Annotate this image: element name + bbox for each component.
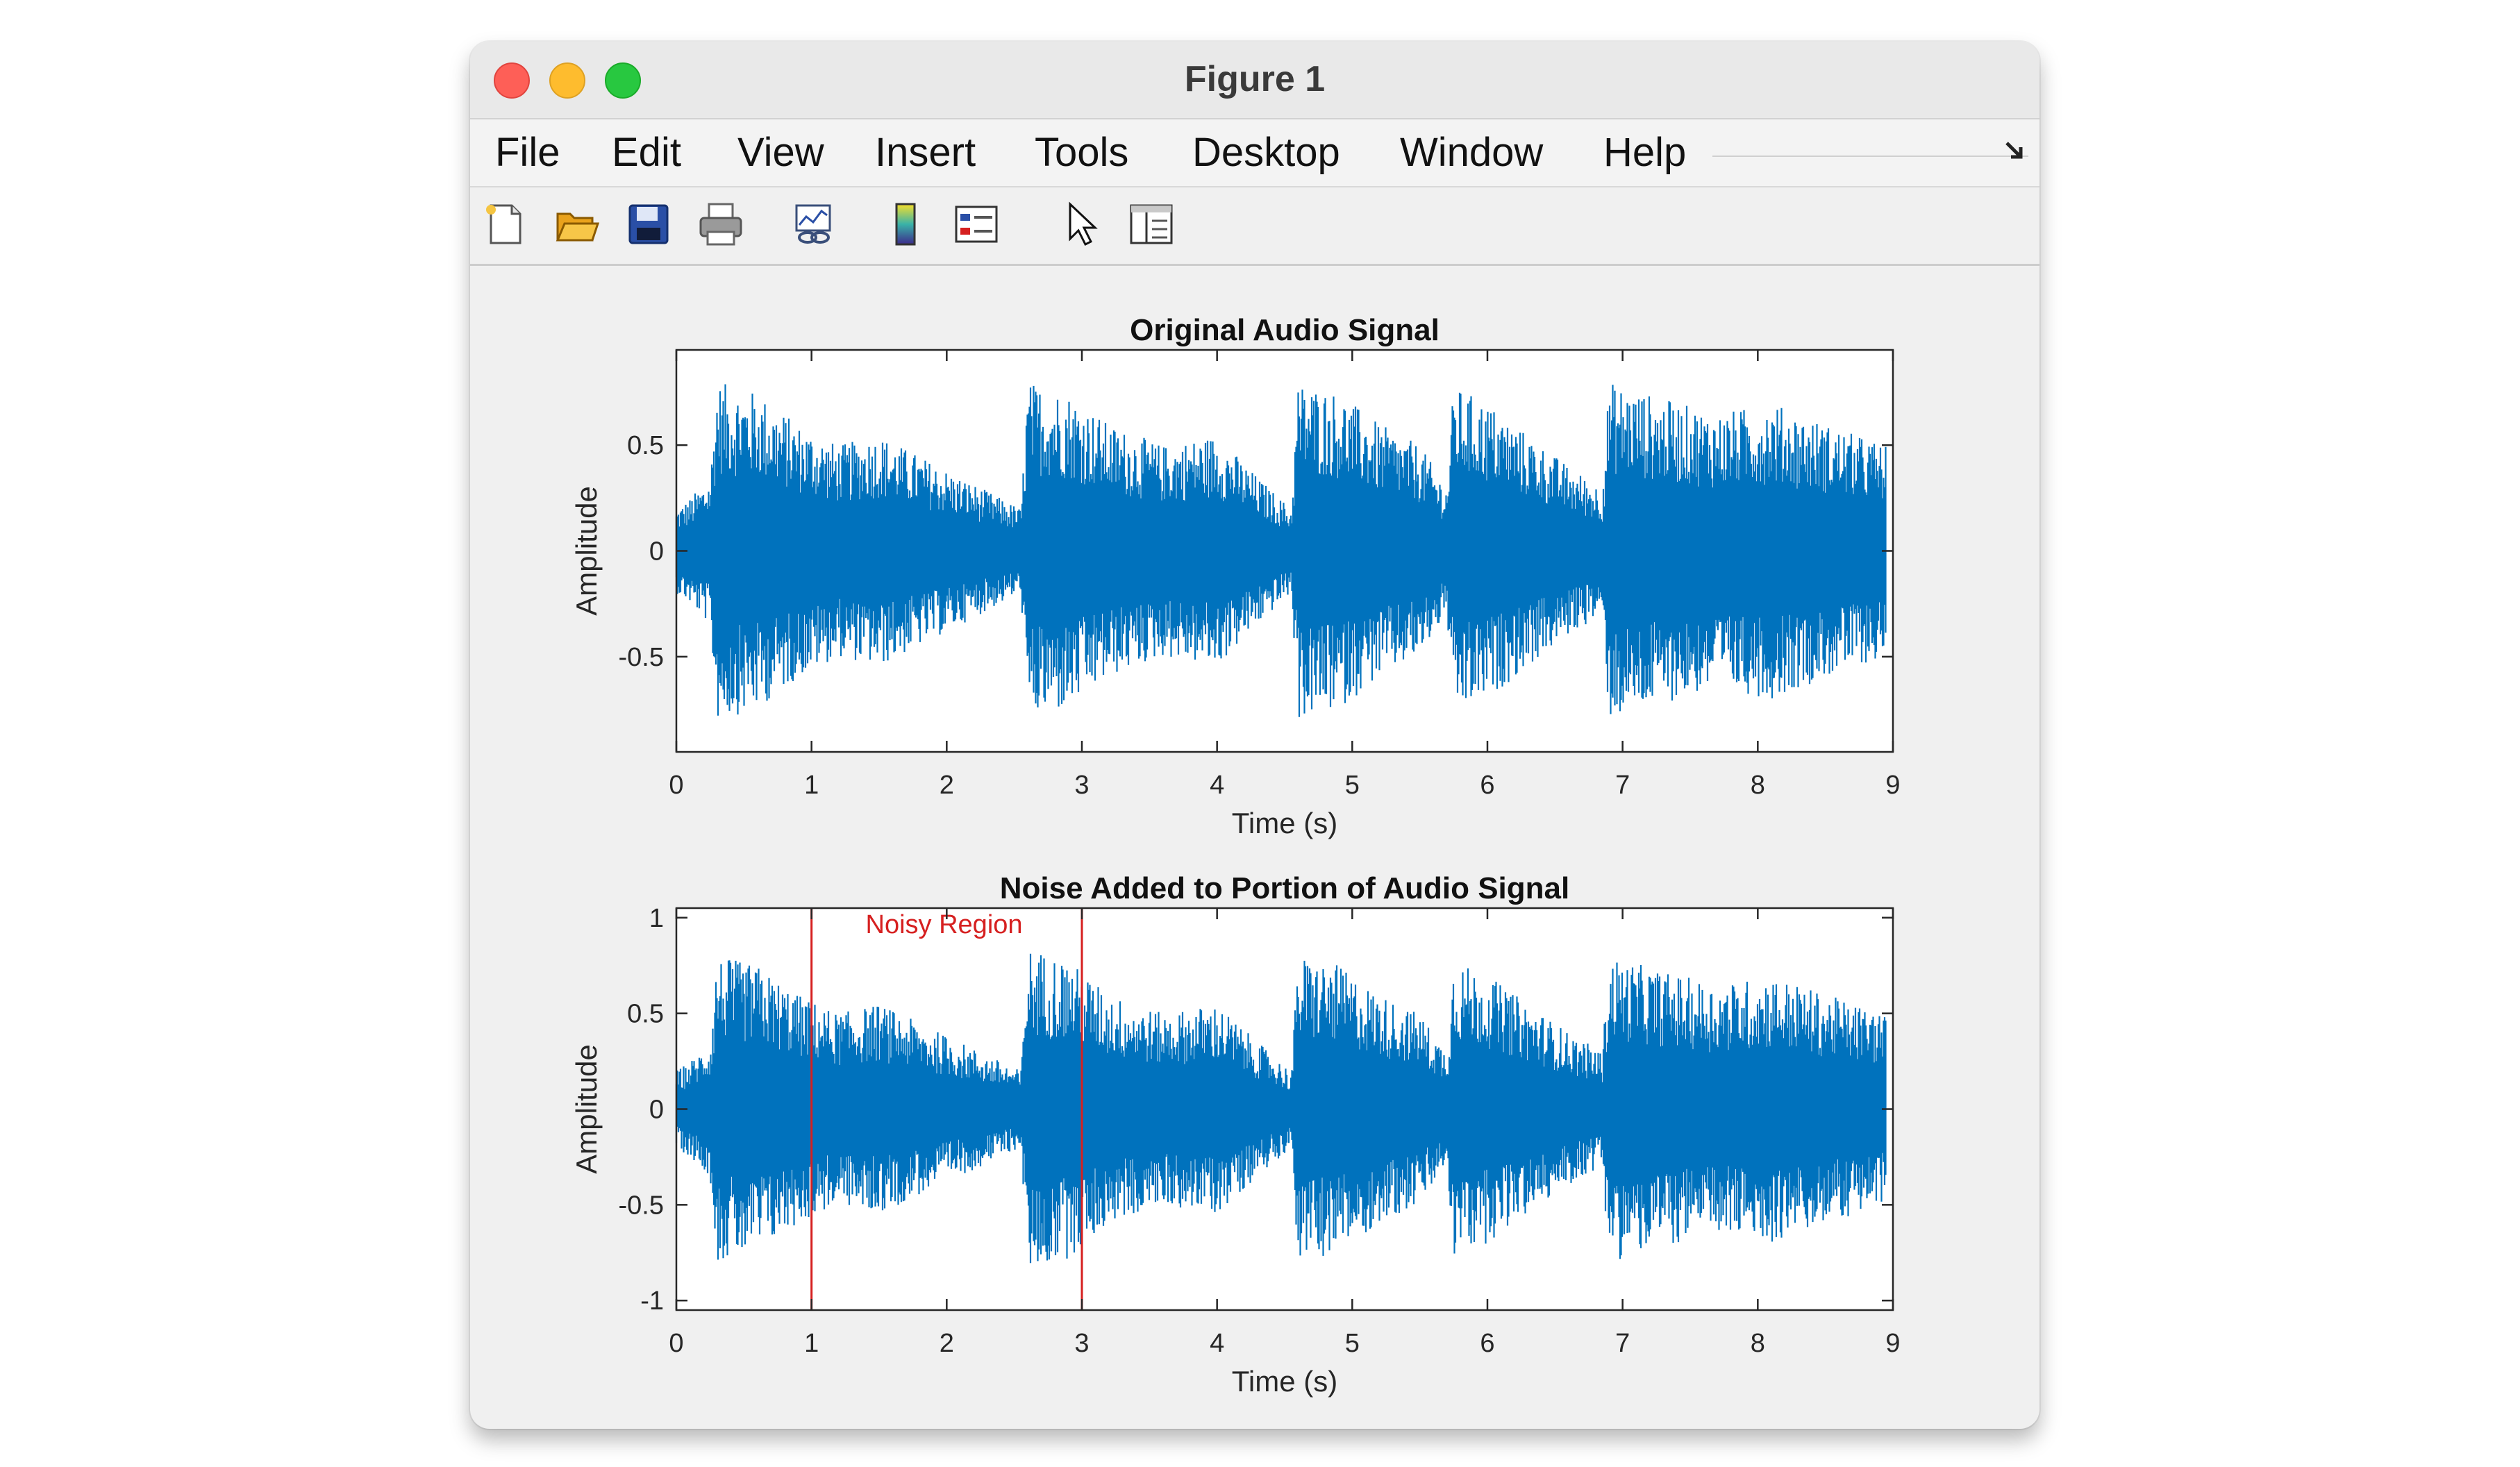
figure-window: Figure 1 File Edit View Insert Tools Des… [470,42,2039,1429]
y-tick-label: -0.5 [619,643,664,672]
x-tick-label: 5 [1345,1329,1360,1358]
x-tick-label: 1 [804,771,819,800]
y-tick-label: -0.5 [619,1191,664,1220]
link-figure-icon[interactable] [790,200,838,249]
open-folder-icon[interactable] [552,200,601,249]
x-tick-label: 0 [669,1329,683,1358]
y-tick-label: 1 [649,904,664,933]
dock-arrow-icon[interactable] [2001,137,2029,165]
close-button[interactable] [494,62,530,99]
menu-bar: File Edit View Insert Tools Desktop Wind… [470,119,2039,187]
x-axis-label: Time (s) [1232,807,1337,839]
y-tick-label: -1 [640,1286,664,1316]
save-icon[interactable] [624,200,673,249]
menu-window[interactable]: Window [1400,130,1544,175]
y-tick-label: 0 [649,1096,664,1125]
menu-tools[interactable]: Tools [1035,130,1129,175]
chart-title: Original Audio Signal [1130,313,1440,347]
y-tick-label: 0.5 [627,1000,664,1029]
x-axis-label: Time (s) [1232,1365,1337,1398]
y-axis-label: Amplitude [570,486,603,616]
x-tick-label: 0 [669,771,683,800]
x-tick-label: 8 [1751,1329,1765,1358]
x-tick-label: 3 [1074,771,1089,800]
property-inspector-icon[interactable] [1127,200,1176,249]
print-icon[interactable] [696,200,745,249]
maximize-button[interactable] [605,62,641,99]
y-axis-label: Amplitude [570,1044,603,1174]
plot-area: 0 1 2 3 4 5 6 7 8 9 -0.5 0 0.5 Original Audio Signal T… [570,313,1901,1398]
x-tick-label: 2 [940,1329,954,1358]
menu-desktop[interactable]: Desktop [1192,130,1340,175]
minimize-button[interactable] [549,62,585,99]
y-tick-label: 0.5 [627,431,664,460]
menu-view[interactable]: View [737,130,824,175]
x-tick-label: 2 [940,771,954,800]
chart-title: Noise Added to Portion of Audio Signal [1000,871,1569,905]
axes-1: 0 1 2 3 4 5 6 7 8 9 -0.5 0 0.5 Original Audio Signal T… [570,313,1901,839]
toolbar [470,187,2039,266]
x-tick-label: 7 [1615,1329,1630,1358]
title-bar: Figure 1 [470,42,2039,119]
x-tick-label: 3 [1074,1329,1089,1358]
legend-icon[interactable] [952,200,1001,249]
x-tick-label: 4 [1210,771,1224,800]
x-tick-label: 4 [1210,1329,1224,1358]
x-tick-label: 5 [1345,771,1360,800]
pointer-icon[interactable] [1056,200,1105,249]
y-tick-label: 0 [649,537,664,567]
x-tick-label: 7 [1615,771,1630,800]
x-tick-label: 9 [1885,1329,1900,1358]
menu-file[interactable]: File [495,130,560,175]
menu-separator [1712,156,2028,157]
menu-insert[interactable]: Insert [875,130,976,175]
x-tick-label: 8 [1751,771,1765,800]
x-tick-label: 6 [1480,771,1494,800]
menu-edit[interactable]: Edit [612,130,681,175]
x-tick-label: 6 [1480,1329,1494,1358]
annotation-label: Noisy Region [866,910,1023,939]
x-tick-label: 1 [804,1329,819,1358]
new-figure-icon[interactable] [481,200,530,249]
axes-2: Noisy Region 0 1 2 3 4 5 6 7 8 9 -1 -0.5 0 0.5 1 Noise A… [570,871,1901,1398]
x-tick-label: 9 [1885,771,1900,800]
window-title: Figure 1 [1184,59,1326,99]
menu-help[interactable]: Help [1603,130,1687,175]
colorbar-icon[interactable] [881,200,930,249]
